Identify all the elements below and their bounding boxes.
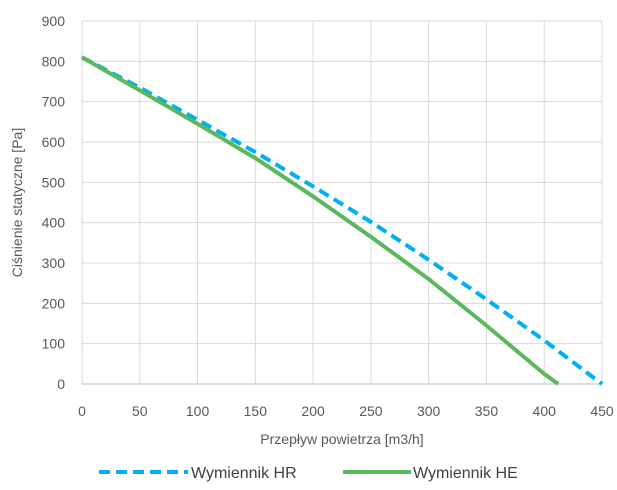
x-tick-label: 250	[359, 403, 383, 419]
y-tick-label: 300	[42, 255, 66, 271]
y-tick-label: 900	[42, 13, 66, 29]
y-tick-label: 600	[42, 134, 66, 150]
x-tick-label: 300	[417, 403, 441, 419]
x-axis-title: Przepływ powietrza [m3/h]	[260, 431, 423, 447]
series-line-hr	[81, 55, 604, 386]
y-tick-label: 800	[42, 53, 66, 69]
x-tick-label: 150	[244, 403, 268, 419]
x-tick-label: 50	[132, 403, 148, 419]
x-tick-label: 350	[475, 403, 499, 419]
y-tick-label: 500	[42, 174, 66, 190]
legend: Wymiennik HR Wymiennik HE	[99, 465, 518, 482]
legend-label: Wymiennik HE	[413, 465, 518, 482]
x-tick-label: 450	[590, 403, 614, 419]
series-group	[81, 55, 604, 386]
legend-label: Wymiennik HR	[191, 465, 297, 482]
y-tick-label: 200	[42, 295, 66, 311]
y-tick-label: 700	[42, 94, 66, 110]
x-tick-label: 0	[78, 403, 86, 419]
y-tick-label: 400	[42, 215, 66, 231]
grid	[81, 20, 603, 385]
y-axis-title: Ciśnienie statyczne [Pa]	[9, 128, 25, 277]
x-tick-label: 400	[533, 403, 557, 419]
x-tick-label: 100	[186, 403, 210, 419]
ticks: 0 100 200 300 400 500 600 700 800 900 0 50 100 150 200…	[42, 13, 614, 419]
y-tick-label: 0	[57, 376, 65, 392]
series-line-he	[81, 55, 560, 386]
y-tick-label: 100	[42, 336, 66, 352]
x-tick-label: 200	[301, 403, 325, 419]
